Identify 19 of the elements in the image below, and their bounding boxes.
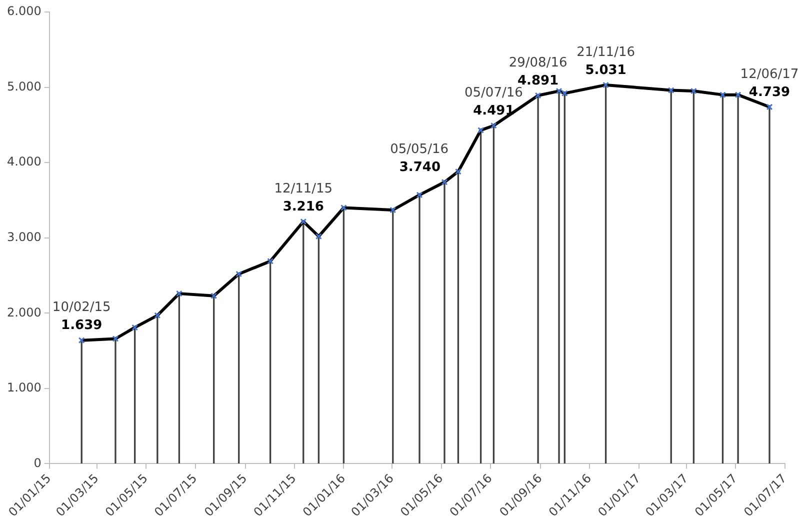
data-label: 1.639	[61, 318, 102, 334]
y-tick-label: 4.000	[6, 154, 42, 169]
data-label: 4.491	[473, 103, 514, 118]
annotation: 10/02/15	[52, 300, 111, 316]
y-tick-label: 3.000	[6, 230, 42, 244]
annotation: 05/05/16	[390, 142, 449, 158]
annotation: 29/08/16	[508, 55, 568, 70]
y-tick-label: 1.000	[6, 380, 42, 395]
data-label: 3.740	[399, 160, 441, 176]
data-label: 4.739	[748, 84, 790, 100]
y-tick-label: 6.000	[6, 4, 42, 18]
data-label: 3.216	[282, 199, 324, 214]
y-tick-label: 2.000	[6, 305, 42, 320]
data-label: 5.031	[585, 62, 626, 78]
annotation: 12/11/15	[274, 181, 333, 196]
y-tick-label: 5.000	[6, 79, 42, 94]
annotation: 21/11/16	[576, 44, 635, 60]
y-tick-label: 0	[34, 456, 42, 470]
annotation: 12/06/17	[740, 66, 798, 82]
